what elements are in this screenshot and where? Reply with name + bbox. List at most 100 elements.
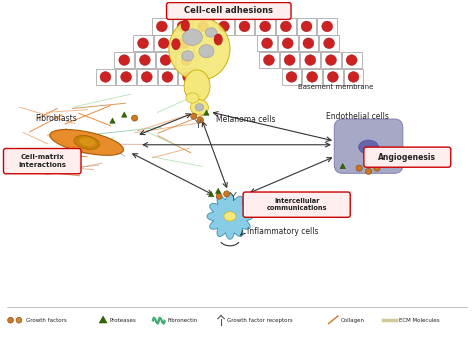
- FancyBboxPatch shape: [299, 35, 318, 51]
- Polygon shape: [207, 193, 253, 239]
- Text: ECM Molecules: ECM Molecules: [399, 318, 439, 323]
- Text: Inflammatory cells: Inflammatory cells: [247, 227, 319, 236]
- Polygon shape: [99, 316, 107, 323]
- Text: Cell-cell adhesions: Cell-cell adhesions: [184, 6, 273, 15]
- Ellipse shape: [181, 55, 191, 65]
- Text: Proteases: Proteases: [109, 318, 136, 323]
- Ellipse shape: [322, 21, 333, 32]
- FancyBboxPatch shape: [297, 18, 317, 34]
- Ellipse shape: [198, 21, 209, 32]
- Polygon shape: [209, 191, 214, 197]
- Ellipse shape: [284, 55, 295, 65]
- Polygon shape: [121, 112, 127, 117]
- FancyBboxPatch shape: [259, 52, 279, 68]
- Ellipse shape: [303, 38, 314, 48]
- FancyBboxPatch shape: [178, 69, 198, 85]
- Ellipse shape: [74, 135, 100, 149]
- Ellipse shape: [182, 51, 193, 61]
- Ellipse shape: [199, 45, 214, 58]
- Text: Growth factors: Growth factors: [26, 318, 66, 323]
- Circle shape: [374, 165, 380, 171]
- FancyBboxPatch shape: [116, 69, 136, 85]
- Ellipse shape: [50, 130, 124, 155]
- Ellipse shape: [139, 55, 150, 65]
- Text: Fibroblasts: Fibroblasts: [35, 114, 77, 123]
- Ellipse shape: [281, 21, 292, 32]
- FancyBboxPatch shape: [166, 2, 291, 19]
- Text: Fibronectin: Fibronectin: [167, 318, 198, 323]
- FancyBboxPatch shape: [176, 52, 196, 68]
- Text: Melanoma cells: Melanoma cells: [216, 115, 275, 124]
- Ellipse shape: [195, 104, 204, 111]
- FancyBboxPatch shape: [302, 69, 322, 85]
- Ellipse shape: [100, 72, 111, 82]
- Ellipse shape: [179, 38, 190, 48]
- FancyBboxPatch shape: [152, 18, 172, 34]
- Text: Basement membrane: Basement membrane: [298, 84, 374, 90]
- Ellipse shape: [158, 38, 169, 48]
- Ellipse shape: [286, 72, 297, 82]
- Ellipse shape: [80, 137, 96, 146]
- Ellipse shape: [191, 100, 209, 115]
- FancyBboxPatch shape: [344, 69, 364, 85]
- Ellipse shape: [119, 55, 130, 65]
- Ellipse shape: [307, 72, 318, 82]
- FancyBboxPatch shape: [133, 35, 153, 51]
- Ellipse shape: [346, 55, 357, 65]
- Ellipse shape: [141, 72, 152, 82]
- Ellipse shape: [260, 21, 271, 32]
- FancyBboxPatch shape: [173, 18, 192, 34]
- FancyBboxPatch shape: [319, 35, 339, 51]
- Circle shape: [356, 165, 362, 171]
- Ellipse shape: [181, 20, 190, 31]
- FancyBboxPatch shape: [114, 52, 134, 68]
- FancyBboxPatch shape: [3, 149, 81, 174]
- Ellipse shape: [283, 38, 293, 48]
- FancyBboxPatch shape: [321, 52, 341, 68]
- Ellipse shape: [324, 38, 335, 48]
- Ellipse shape: [239, 21, 250, 32]
- Ellipse shape: [121, 72, 132, 82]
- Polygon shape: [340, 163, 346, 169]
- FancyBboxPatch shape: [135, 52, 155, 68]
- Text: Growth factor receptors: Growth factor receptors: [227, 318, 293, 323]
- Ellipse shape: [184, 70, 210, 103]
- Text: Intercellular
communications: Intercellular communications: [266, 198, 327, 211]
- Ellipse shape: [186, 93, 199, 103]
- FancyBboxPatch shape: [257, 35, 277, 51]
- Ellipse shape: [326, 55, 337, 65]
- Circle shape: [131, 115, 137, 121]
- Ellipse shape: [172, 39, 180, 50]
- FancyBboxPatch shape: [301, 52, 320, 68]
- FancyBboxPatch shape: [278, 35, 298, 51]
- Circle shape: [365, 168, 372, 175]
- FancyBboxPatch shape: [280, 52, 300, 68]
- Ellipse shape: [156, 21, 167, 32]
- FancyBboxPatch shape: [334, 119, 403, 173]
- Text: Endothelial cells: Endothelial cells: [326, 113, 389, 121]
- Ellipse shape: [328, 72, 338, 82]
- Text: Collagen: Collagen: [340, 318, 365, 323]
- Text: Angiogenesis: Angiogenesis: [378, 153, 436, 162]
- Ellipse shape: [305, 55, 316, 65]
- Polygon shape: [110, 118, 115, 123]
- Ellipse shape: [348, 72, 359, 82]
- FancyBboxPatch shape: [96, 69, 115, 85]
- Polygon shape: [204, 110, 209, 115]
- FancyBboxPatch shape: [282, 69, 301, 85]
- Polygon shape: [216, 188, 221, 193]
- Circle shape: [224, 191, 230, 197]
- Ellipse shape: [205, 28, 217, 37]
- Ellipse shape: [359, 140, 378, 154]
- Circle shape: [216, 193, 222, 199]
- FancyBboxPatch shape: [255, 18, 275, 34]
- FancyBboxPatch shape: [364, 147, 451, 167]
- Ellipse shape: [214, 34, 222, 45]
- FancyBboxPatch shape: [156, 52, 175, 68]
- FancyBboxPatch shape: [157, 69, 177, 85]
- Ellipse shape: [262, 38, 273, 48]
- Ellipse shape: [162, 72, 173, 82]
- Ellipse shape: [301, 21, 312, 32]
- FancyBboxPatch shape: [342, 52, 362, 68]
- FancyBboxPatch shape: [243, 192, 350, 217]
